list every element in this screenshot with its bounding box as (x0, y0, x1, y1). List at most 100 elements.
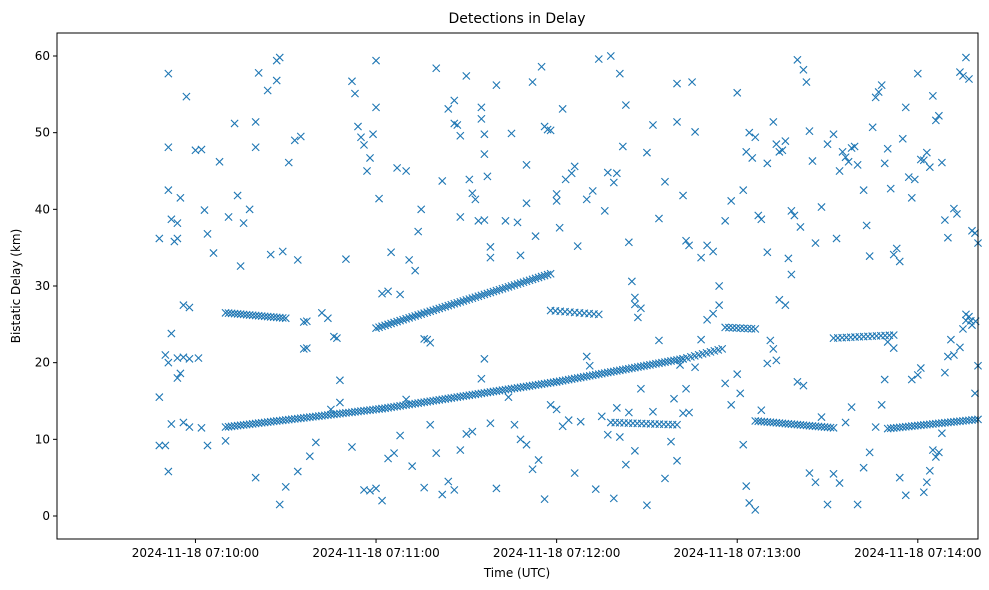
data-point-marker (682, 236, 691, 245)
data-point-marker (898, 134, 907, 143)
data-point-marker (161, 351, 170, 359)
data-point-marker (733, 370, 742, 379)
data-point-marker (480, 216, 489, 225)
data-point-marker (949, 351, 958, 359)
data-point-marker (778, 146, 787, 155)
data-point-marker (642, 148, 651, 157)
y-tick-label: 20 (35, 356, 50, 370)
data-point-marker (597, 412, 606, 421)
data-point-marker (164, 186, 173, 195)
data-point-marker (971, 415, 979, 424)
data-point-marker (384, 320, 393, 329)
data-point-marker (251, 473, 260, 482)
data-point-marker (564, 416, 573, 425)
data-point-marker (197, 423, 206, 432)
data-point-marker (709, 309, 718, 318)
data-point-marker (302, 344, 311, 353)
data-point-marker (477, 374, 486, 383)
data-point-marker (844, 157, 853, 166)
data-point-marker (676, 360, 685, 369)
data-point-marker (456, 446, 465, 455)
data-point-marker (290, 136, 299, 145)
data-point-marker (865, 448, 874, 457)
data-point-marker (958, 324, 967, 333)
data-point-marker (393, 163, 402, 172)
data-point-marker (519, 278, 528, 287)
data-point-marker (173, 219, 182, 228)
data-point-marker (745, 128, 754, 137)
data-point-marker (522, 199, 531, 208)
data-point-marker (624, 408, 633, 417)
data-point-marker (573, 242, 582, 251)
data-point-marker (606, 52, 615, 60)
data-point-marker (486, 242, 495, 251)
data-point-marker (618, 142, 627, 151)
data-point-marker (296, 132, 305, 141)
data-point-marker (275, 500, 284, 509)
data-point-marker (411, 266, 420, 275)
data-point-marker (438, 176, 447, 185)
x-axis: 2024-11-18 07:10:00 2024-11-18 07:11:00 20… (132, 539, 982, 560)
data-point-marker (299, 344, 308, 353)
data-point-marker (450, 485, 459, 494)
data-point-marker (399, 315, 408, 324)
data-point-marker (880, 375, 889, 384)
y-tick-label: 40 (35, 202, 50, 216)
data-point-marker (468, 189, 477, 198)
data-point-marker (793, 55, 802, 64)
data-point-marker (540, 271, 549, 280)
data-point-marker (874, 88, 883, 97)
data-point-marker (335, 376, 344, 385)
data-point-marker (492, 286, 501, 295)
data-point-marker (850, 142, 859, 151)
data-point-marker (179, 353, 188, 362)
data-point-marker (471, 293, 480, 302)
data-point-marker (372, 324, 381, 333)
data-point-marker (732, 323, 741, 332)
data-point-marker (501, 216, 510, 225)
data-point-marker (742, 482, 751, 491)
data-point-marker (417, 310, 426, 319)
data-point-marker (964, 312, 973, 321)
data-point-marker (838, 147, 847, 156)
data-point-marker (859, 463, 868, 472)
data-point-marker (537, 272, 546, 281)
data-point-marker (751, 324, 760, 333)
data-point-marker (546, 269, 555, 278)
data-point-marker (528, 465, 537, 474)
data-point-marker (937, 158, 946, 167)
data-point-marker (263, 86, 272, 95)
data-point-marker (739, 324, 748, 333)
data-point-marker (817, 413, 826, 422)
data-point-marker (459, 296, 468, 305)
data-point-marker (185, 303, 194, 312)
y-tick-label: 60 (35, 49, 50, 63)
data-point-marker (477, 114, 486, 123)
data-point-marker (627, 277, 636, 286)
data-point-marker (727, 400, 736, 409)
data-point-marker (913, 370, 922, 379)
data-point-marker (275, 53, 284, 62)
data-point-marker (763, 359, 772, 368)
data-point-marker (534, 273, 543, 282)
data-point-marker (504, 282, 513, 291)
data-point-marker (739, 186, 748, 195)
data-point-marker (826, 423, 835, 432)
data-point-marker (546, 400, 555, 409)
data-point-marker (751, 505, 760, 514)
data-point-marker (453, 298, 462, 307)
data-point-marker (931, 452, 940, 461)
data-point-marker (209, 249, 218, 258)
data-point-marker (426, 307, 435, 316)
data-point-marker (447, 300, 456, 309)
data-point-marker (901, 491, 910, 500)
data-point-marker (369, 130, 378, 139)
data-point-marker (660, 177, 669, 186)
data-point-marker (323, 314, 332, 323)
data-point-marker (510, 281, 519, 289)
data-point-marker (182, 92, 191, 101)
data-point-marker (802, 78, 811, 87)
data-point-marker (673, 456, 682, 465)
data-point-marker (254, 68, 263, 77)
data-point-marker (438, 303, 447, 312)
